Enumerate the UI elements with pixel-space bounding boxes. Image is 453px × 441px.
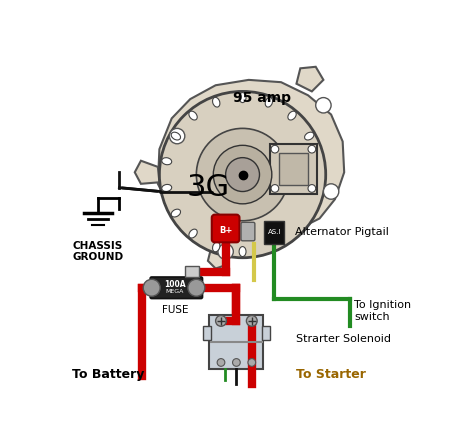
Ellipse shape — [171, 209, 181, 217]
Text: CHASSIS
GROUND: CHASSIS GROUND — [72, 241, 123, 262]
Text: AS.I: AS.I — [267, 229, 281, 235]
FancyBboxPatch shape — [279, 153, 308, 185]
Polygon shape — [208, 232, 231, 269]
Circle shape — [226, 157, 260, 191]
Text: 95 amp: 95 amp — [233, 90, 291, 105]
Ellipse shape — [265, 97, 273, 107]
FancyBboxPatch shape — [270, 144, 317, 194]
Circle shape — [169, 128, 185, 144]
Circle shape — [271, 146, 279, 153]
Circle shape — [218, 244, 233, 259]
Circle shape — [232, 359, 240, 366]
Circle shape — [143, 279, 160, 296]
Ellipse shape — [212, 97, 220, 107]
Text: 100A: 100A — [164, 280, 186, 289]
Ellipse shape — [171, 132, 181, 140]
FancyBboxPatch shape — [262, 326, 270, 340]
Text: To Starter: To Starter — [296, 368, 366, 381]
Text: To Battery: To Battery — [72, 368, 144, 381]
Circle shape — [308, 146, 316, 153]
Ellipse shape — [189, 111, 197, 120]
FancyBboxPatch shape — [264, 221, 284, 244]
Polygon shape — [135, 161, 159, 184]
FancyBboxPatch shape — [150, 277, 202, 299]
FancyBboxPatch shape — [212, 215, 240, 243]
Ellipse shape — [162, 184, 172, 191]
Circle shape — [246, 315, 257, 326]
Circle shape — [271, 185, 279, 192]
Ellipse shape — [212, 242, 220, 252]
Circle shape — [213, 146, 272, 204]
Ellipse shape — [239, 93, 246, 103]
Text: Alternator Pigtail: Alternator Pigtail — [295, 227, 389, 236]
Circle shape — [316, 97, 331, 113]
Circle shape — [159, 91, 326, 258]
Circle shape — [216, 315, 226, 326]
Polygon shape — [158, 80, 344, 236]
Ellipse shape — [239, 247, 246, 257]
Text: B+: B+ — [219, 225, 232, 235]
Circle shape — [217, 359, 225, 366]
Circle shape — [323, 184, 339, 199]
Ellipse shape — [189, 229, 197, 238]
Ellipse shape — [304, 132, 314, 140]
Text: To Ignition
switch: To Ignition switch — [354, 300, 411, 321]
Text: FUSE: FUSE — [162, 305, 188, 315]
Text: MEGA: MEGA — [166, 289, 184, 294]
FancyBboxPatch shape — [241, 222, 255, 241]
Text: 3G: 3G — [186, 173, 230, 202]
Circle shape — [188, 279, 205, 296]
Circle shape — [248, 359, 255, 366]
Circle shape — [196, 128, 289, 221]
Polygon shape — [296, 67, 323, 91]
Text: Strarter Solenoid: Strarter Solenoid — [296, 334, 391, 344]
FancyBboxPatch shape — [203, 326, 211, 340]
FancyBboxPatch shape — [209, 315, 263, 369]
Ellipse shape — [162, 158, 172, 165]
Circle shape — [308, 185, 316, 192]
FancyBboxPatch shape — [185, 266, 199, 277]
Ellipse shape — [288, 111, 296, 120]
